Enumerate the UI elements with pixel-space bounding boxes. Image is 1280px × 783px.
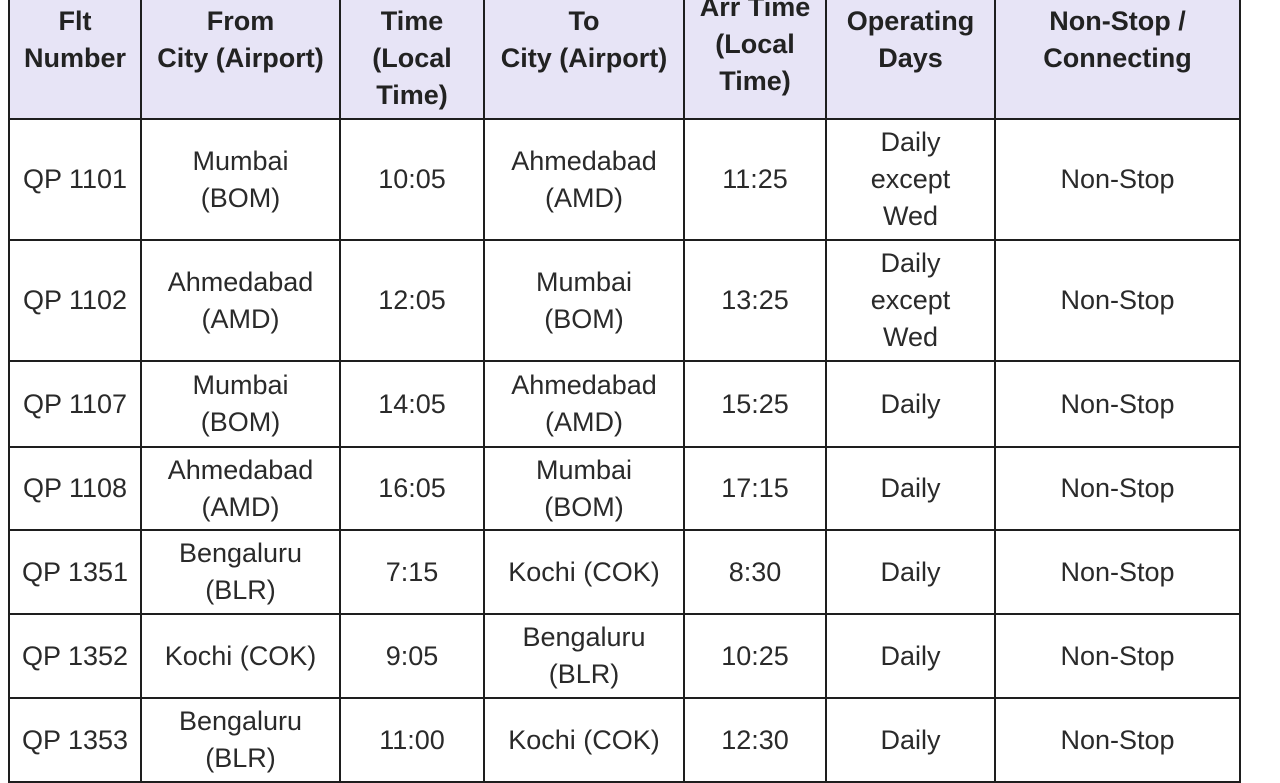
cell-arr-time: 17:15: [683, 446, 827, 531]
header-operating-days: Operating Days: [825, 0, 996, 120]
cell-nonstop-connecting: Non-Stop: [994, 118, 1241, 241]
cell-dep-time: 7:15: [339, 529, 485, 615]
header-to: To City (Airport): [483, 0, 685, 120]
table-row: QP 1351 Bengaluru (BLR) 7:15 Kochi (COK) 8:3…: [8, 529, 1241, 615]
table-row: QP 1101 Mumbai (BOM) 10:05 Ahmedabad (AMD) 1…: [8, 118, 1241, 241]
cell-operating-days: Daily: [825, 697, 996, 783]
cell-to: Ahmedabad (AMD): [483, 118, 685, 241]
header-arr-time: Arr Time (Local Time): [683, 0, 827, 120]
cell-from: Ahmedabad (AMD): [140, 446, 341, 531]
cell-dep-time: 14:05: [339, 360, 485, 448]
cell-operating-days: Daily except Wed: [825, 239, 996, 362]
flight-schedule-table: Flt Number From City (Airport) Time (Loc…: [8, 0, 1241, 783]
cell-arr-time: 15:25: [683, 360, 827, 448]
table-row: QP 1102 Ahmedabad (AMD) 12:05 Mumbai (BOM) 1…: [8, 239, 1241, 362]
cell-dep-time: 9:05: [339, 613, 485, 699]
header-flt-number: Flt Number: [8, 0, 142, 120]
cell-nonstop-connecting: Non-Stop: [994, 697, 1241, 783]
cell-to: Bengaluru (BLR): [483, 613, 685, 699]
cell-from: Mumbai (BOM): [140, 118, 341, 241]
cell-dep-time: 12:05: [339, 239, 485, 362]
cell-nonstop-connecting: Non-Stop: [994, 529, 1241, 615]
cell-flt-number: QP 1351: [8, 529, 142, 615]
cell-arr-time: 12:30: [683, 697, 827, 783]
cell-dep-time: 10:05: [339, 118, 485, 241]
cell-to: Ahmedabad (AMD): [483, 360, 685, 448]
cell-operating-days: Daily: [825, 613, 996, 699]
cell-arr-time: 8:30: [683, 529, 827, 615]
cell-arr-time: 11:25: [683, 118, 827, 241]
cell-nonstop-connecting: Non-Stop: [994, 360, 1241, 448]
table-row: QP 1353 Bengaluru (BLR) 11:00 Kochi (COK) 12…: [8, 697, 1241, 783]
cell-from: Bengaluru (BLR): [140, 697, 341, 783]
cell-to: Mumbai (BOM): [483, 239, 685, 362]
cell-flt-number: QP 1107: [8, 360, 142, 448]
cell-flt-number: QP 1102: [8, 239, 142, 362]
table-row: QP 1108 Ahmedabad (AMD) 16:05 Mumbai (BOM) 1…: [8, 446, 1241, 531]
cell-flt-number: QP 1352: [8, 613, 142, 699]
cell-flt-number: QP 1108: [8, 446, 142, 531]
cell-from: Ahmedabad (AMD): [140, 239, 341, 362]
cell-nonstop-connecting: Non-Stop: [994, 613, 1241, 699]
header-nonstop-connecting: Non-Stop / Connecting: [994, 0, 1241, 120]
cell-from: Kochi (COK): [140, 613, 341, 699]
header-from: From City (Airport): [140, 0, 341, 120]
cell-to: Mumbai (BOM): [483, 446, 685, 531]
cell-nonstop-connecting: Non-Stop: [994, 446, 1241, 531]
header-dep-time: Time (Local Time): [339, 0, 485, 120]
cell-operating-days: Daily: [825, 446, 996, 531]
cell-from: Mumbai (BOM): [140, 360, 341, 448]
table-row: QP 1352 Kochi (COK) 9:05 Bengaluru (BLR) 10:…: [8, 613, 1241, 699]
cell-to: Kochi (COK): [483, 529, 685, 615]
cell-operating-days: Daily except Wed: [825, 118, 996, 241]
table-row: QP 1107 Mumbai (BOM) 14:05 Ahmedabad (AMD) 1…: [8, 360, 1241, 448]
header-row: Flt Number From City (Airport) Time (Loc…: [8, 0, 1241, 120]
cell-flt-number: QP 1353: [8, 697, 142, 783]
cell-flt-number: QP 1101: [8, 118, 142, 241]
cell-from: Bengaluru (BLR): [140, 529, 341, 615]
cell-nonstop-connecting: Non-Stop: [994, 239, 1241, 362]
cell-operating-days: Daily: [825, 529, 996, 615]
cell-arr-time: 13:25: [683, 239, 827, 362]
cell-operating-days: Daily: [825, 360, 996, 448]
cell-to: Kochi (COK): [483, 697, 685, 783]
cell-dep-time: 11:00: [339, 697, 485, 783]
cell-arr-time: 10:25: [683, 613, 827, 699]
cell-dep-time: 16:05: [339, 446, 485, 531]
